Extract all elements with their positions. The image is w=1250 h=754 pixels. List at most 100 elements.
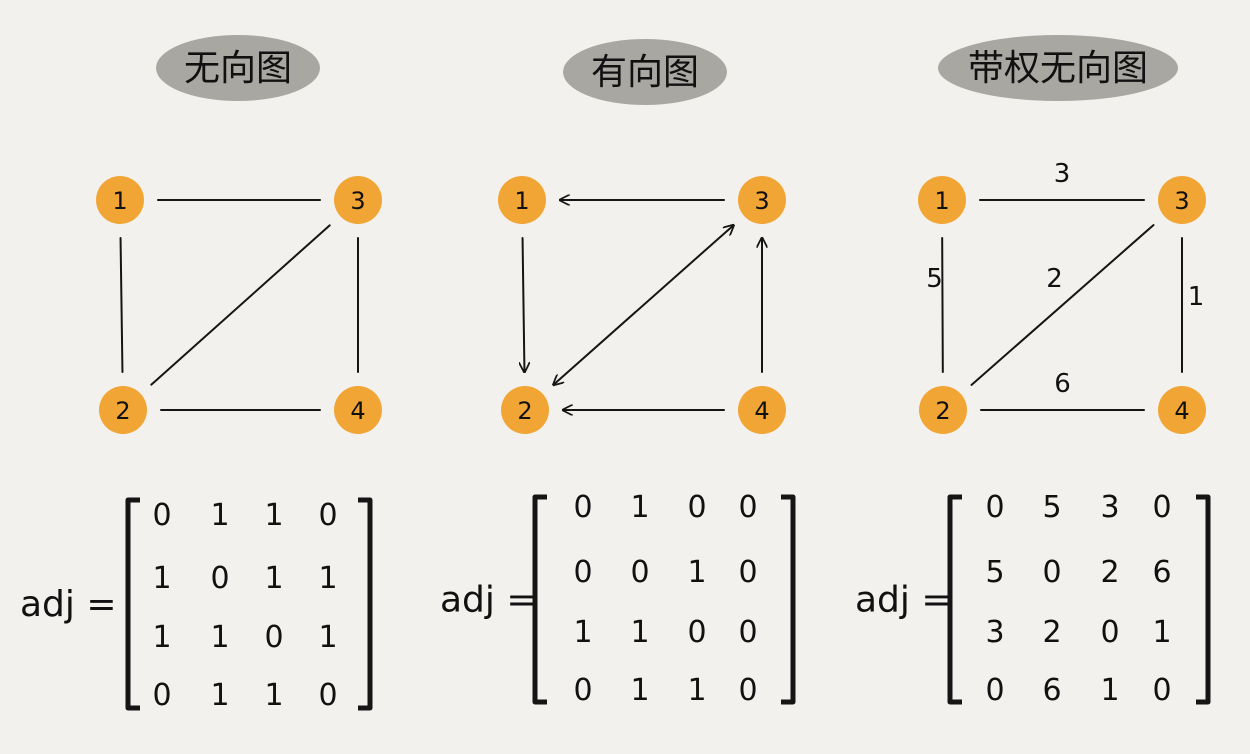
matrix-label: adj = bbox=[20, 584, 117, 625]
node-label-1: 1 bbox=[514, 187, 529, 215]
matrix-cell: 1 bbox=[210, 498, 229, 533]
node-label-3: 3 bbox=[350, 187, 365, 215]
panel-title: 有向图 bbox=[591, 52, 699, 93]
matrix-label: adj = bbox=[855, 580, 952, 621]
edge-weight-label: 3 bbox=[1054, 159, 1071, 189]
edge-2-3 bbox=[553, 225, 733, 385]
matrix-cell: 0 bbox=[630, 555, 649, 590]
matrix-left-bracket bbox=[947, 494, 962, 705]
node-label-2: 2 bbox=[115, 397, 130, 425]
node-label-4: 4 bbox=[350, 397, 365, 425]
title-blob bbox=[938, 35, 1178, 101]
node-circle-2 bbox=[99, 386, 147, 434]
matrix-cell: 0 bbox=[985, 490, 1004, 525]
matrix-cell: 0 bbox=[1152, 490, 1171, 525]
node-circle-3 bbox=[738, 176, 786, 224]
matrix-cell: 1 bbox=[210, 678, 229, 713]
title-blob bbox=[156, 35, 320, 101]
matrix-left-bracket bbox=[532, 494, 547, 705]
node-circle-2 bbox=[501, 386, 549, 434]
matrix-cell: 0 bbox=[318, 498, 337, 533]
node-label-3: 3 bbox=[1174, 187, 1189, 215]
matrix-cell: 0 bbox=[738, 490, 757, 525]
matrix-cell: 0 bbox=[1100, 615, 1119, 650]
matrix-label: adj = bbox=[440, 580, 537, 621]
matrix-cell: 0 bbox=[1152, 673, 1171, 708]
edge-weight-label: 5 bbox=[926, 264, 943, 294]
edge-weight-label: 2 bbox=[1046, 264, 1063, 294]
node-circle-3 bbox=[1158, 176, 1206, 224]
edge-2-3 bbox=[150, 224, 331, 386]
matrix-right-bracket bbox=[1196, 494, 1211, 705]
matrix-cell: 0 bbox=[573, 555, 592, 590]
node-label-4: 4 bbox=[1174, 397, 1189, 425]
matrix-cell: 0 bbox=[1042, 555, 1061, 590]
matrix-right-bracket bbox=[358, 497, 373, 711]
matrix-cell: 1 bbox=[152, 620, 171, 655]
node-label-3: 3 bbox=[754, 187, 769, 215]
matrix-cell: 1 bbox=[687, 555, 706, 590]
matrix-cell: 1 bbox=[630, 490, 649, 525]
matrix-cell: 0 bbox=[152, 498, 171, 533]
matrix-cell: 3 bbox=[985, 615, 1004, 650]
matrix-cell: 0 bbox=[264, 620, 283, 655]
node-circle-4 bbox=[334, 386, 382, 434]
edge-1-2 bbox=[941, 236, 944, 374]
matrix-cell: 1 bbox=[573, 615, 592, 650]
matrix-cell: 2 bbox=[1042, 615, 1061, 650]
matrix-cell: 0 bbox=[573, 673, 592, 708]
matrix-cell: 0 bbox=[152, 678, 171, 713]
matrix-right-bracket bbox=[781, 494, 796, 705]
edge-weight-label: 1 bbox=[1188, 282, 1205, 312]
matrix-cell: 1 bbox=[1152, 615, 1171, 650]
edge-weight-label: 6 bbox=[1054, 369, 1071, 399]
matrix-cell: 3 bbox=[1100, 490, 1119, 525]
matrix-cell: 0 bbox=[573, 490, 592, 525]
matrix-cell: 1 bbox=[210, 620, 229, 655]
matrix-left-bracket bbox=[125, 497, 140, 711]
matrix-cell: 0 bbox=[985, 673, 1004, 708]
node-label-1: 1 bbox=[934, 187, 949, 215]
matrix-cell: 0 bbox=[687, 490, 706, 525]
matrix-cell: 1 bbox=[318, 620, 337, 655]
node-circle-2 bbox=[919, 386, 967, 434]
node-circle-4 bbox=[1158, 386, 1206, 434]
matrix-cell: 2 bbox=[1100, 555, 1119, 590]
node-circle-1 bbox=[96, 176, 144, 224]
matrix-cell: 6 bbox=[1152, 555, 1171, 590]
node-label-1: 1 bbox=[112, 187, 127, 215]
node-circle-3 bbox=[334, 176, 382, 224]
node-circle-1 bbox=[498, 176, 546, 224]
matrix-cell: 0 bbox=[687, 615, 706, 650]
node-label-4: 4 bbox=[754, 397, 769, 425]
node-label-2: 2 bbox=[517, 397, 532, 425]
matrix-cell: 1 bbox=[264, 678, 283, 713]
title-blob bbox=[563, 39, 727, 105]
panel-title: 带权无向图 bbox=[968, 48, 1148, 89]
matrix-cell: 0 bbox=[738, 615, 757, 650]
matrix-cell: 1 bbox=[1100, 673, 1119, 708]
matrix-cell: 0 bbox=[738, 673, 757, 708]
edge-1-2 bbox=[119, 236, 124, 374]
matrix-cell: 1 bbox=[630, 615, 649, 650]
edge-2-3 bbox=[970, 224, 1155, 386]
matrix-cell: 5 bbox=[1042, 490, 1061, 525]
node-circle-4 bbox=[738, 386, 786, 434]
matrix-cell: 0 bbox=[210, 561, 229, 596]
matrix-cell: 1 bbox=[264, 561, 283, 596]
matrix-cell: 1 bbox=[318, 561, 337, 596]
matrix-cell: 1 bbox=[152, 561, 171, 596]
matrix-cell: 5 bbox=[985, 555, 1004, 590]
matrix-cell: 1 bbox=[630, 673, 649, 708]
matrix-cell: 0 bbox=[318, 678, 337, 713]
matrix-cell: 1 bbox=[264, 498, 283, 533]
edge-1-2 bbox=[523, 236, 525, 372]
matrix-cell: 1 bbox=[687, 673, 706, 708]
node-label-2: 2 bbox=[935, 397, 950, 425]
matrix-cell: 0 bbox=[738, 555, 757, 590]
